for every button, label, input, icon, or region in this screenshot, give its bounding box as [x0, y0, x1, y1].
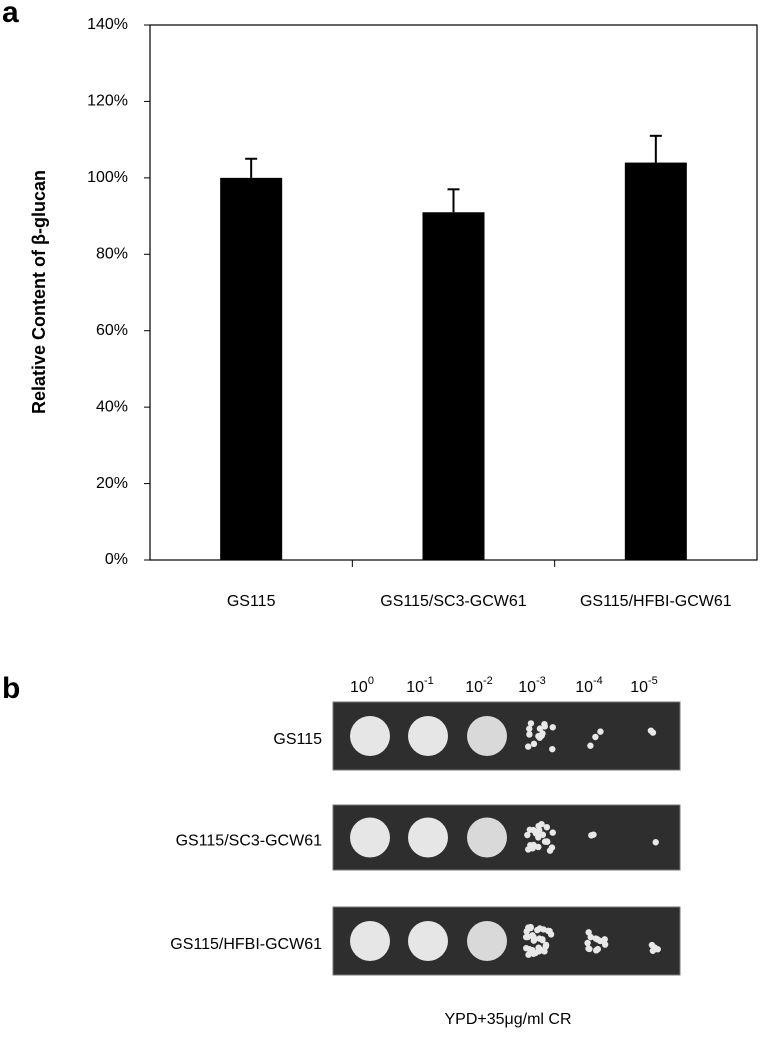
colony — [588, 832, 595, 839]
colony — [532, 949, 539, 957]
bar — [220, 177, 283, 560]
colony-spot — [408, 817, 448, 858]
dilution-exponent: -4 — [593, 675, 603, 687]
colony — [535, 944, 542, 951]
panel-label: a — [2, 0, 19, 29]
colony — [536, 935, 543, 942]
colony-spot — [350, 817, 390, 858]
colony — [538, 820, 545, 828]
dilution-exponent: -2 — [483, 675, 493, 687]
colony-spot — [350, 716, 390, 756]
strain-label: GS115 — [273, 731, 322, 748]
dilution-base: 10 — [575, 679, 593, 696]
plate-sheen — [332, 804, 681, 871]
dilution-exponent: 0 — [368, 675, 374, 687]
colony — [526, 725, 533, 733]
dilution-exponent: -5 — [648, 675, 658, 687]
colony — [524, 831, 531, 839]
dilution-label: 10-5 — [630, 675, 658, 696]
colony — [526, 731, 533, 738]
caption: YPD+35μg/ml CR — [444, 1011, 571, 1028]
colony — [601, 936, 608, 943]
x-tick-label: GS115/HFBI-GCW61 — [580, 593, 732, 610]
colony — [527, 923, 534, 931]
colony — [649, 729, 657, 736]
colony — [597, 728, 604, 735]
colony — [587, 933, 594, 941]
dilution-exponent: -3 — [536, 675, 546, 687]
dilution-base: 10 — [350, 679, 368, 696]
strain-label: GS115/HFBI-GCW61 — [170, 936, 322, 953]
colony — [538, 732, 545, 739]
colony — [525, 951, 532, 958]
colony — [523, 944, 530, 952]
colony — [536, 725, 544, 732]
colony — [549, 724, 556, 731]
y-tick-label: 0% — [105, 551, 128, 568]
colony — [530, 740, 538, 748]
colony — [549, 745, 556, 753]
colony — [549, 829, 556, 836]
bar — [422, 212, 485, 560]
colony — [586, 945, 593, 953]
colony — [541, 723, 549, 730]
dilution-label: 100 — [350, 675, 374, 696]
colony-spot — [467, 716, 507, 756]
x-tick-label: GS115 — [227, 593, 276, 610]
colony — [530, 841, 537, 849]
colony-spot — [408, 921, 448, 961]
colony — [601, 941, 609, 948]
colony — [652, 839, 659, 846]
colony — [548, 844, 556, 851]
colony — [542, 941, 550, 949]
dilution-base: 10 — [518, 679, 536, 696]
strain-label: GS115/SC3-GCW61 — [176, 833, 323, 850]
dilution-base: 10 — [630, 679, 648, 696]
dilution-exponent: -1 — [424, 675, 434, 687]
dilution-label: 10-3 — [518, 675, 546, 696]
dilution-base: 10 — [465, 679, 483, 696]
y-tick-label: 140% — [87, 16, 128, 33]
y-tick-label: 20% — [96, 475, 128, 492]
dilution-label: 10-2 — [465, 675, 493, 696]
x-tick-label: GS115/SC3-GCW61 — [380, 593, 527, 610]
y-tick-label: 60% — [96, 322, 128, 339]
colony — [584, 939, 591, 947]
y-tick-label: 100% — [87, 169, 128, 186]
plate-sheen — [332, 701, 681, 771]
colony — [524, 743, 532, 750]
bar — [624, 162, 687, 561]
colony — [530, 933, 537, 941]
colony-spot — [350, 921, 390, 961]
colony-spot — [467, 817, 507, 858]
colony — [530, 826, 537, 834]
plate-sheen — [332, 906, 681, 976]
colony — [540, 926, 547, 933]
dilution-base: 10 — [406, 679, 424, 696]
y-tick-label: 40% — [96, 398, 128, 415]
colony — [651, 944, 658, 951]
dilution-label: 10-4 — [575, 675, 603, 696]
colony — [587, 742, 594, 749]
y-tick-label: 80% — [96, 246, 128, 263]
colony — [543, 823, 551, 831]
panel-label: b — [2, 672, 20, 705]
colony — [592, 947, 600, 954]
y-axis-label: Relative Content of β-glucan — [29, 170, 49, 414]
colony — [543, 838, 551, 845]
colony — [534, 926, 541, 934]
colony — [527, 720, 535, 727]
colony-spot — [467, 921, 507, 961]
colony-spot — [408, 716, 448, 756]
y-tick-label: 120% — [87, 93, 128, 110]
colony — [592, 733, 599, 741]
colony — [535, 832, 542, 840]
dilution-label: 10-1 — [406, 675, 434, 696]
